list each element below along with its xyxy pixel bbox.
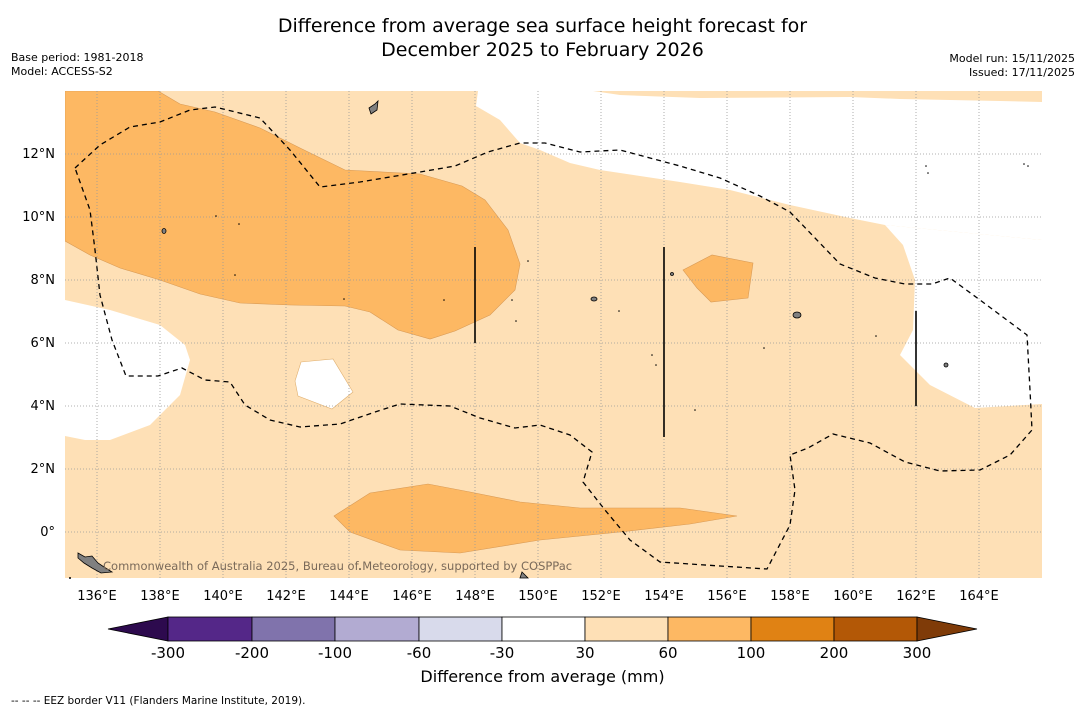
lon-label: 138°E <box>140 589 180 604</box>
colorbar-bin <box>833 616 918 642</box>
lon-label: 148°E <box>455 589 495 604</box>
lon-label: 150°E <box>518 589 558 604</box>
neutral-region-island <box>294 358 354 410</box>
colorbar-tick: -100 <box>318 644 352 662</box>
map-plot-area <box>65 91 1042 578</box>
lon-label: 162°E <box>896 589 936 604</box>
neutral-region-west <box>65 300 190 440</box>
tiny-islands <box>69 163 1029 579</box>
colorbar-bin <box>750 616 835 642</box>
title-line-2: December 2025 to February 2026 <box>381 39 704 61</box>
colorbar-tick: -200 <box>235 644 269 662</box>
anomaly-60-100-northwest <box>65 91 521 340</box>
lat-labels: 12°N 10°N 8°N 6°N 4°N 2°N 0° <box>22 147 55 540</box>
lon-label: 152°E <box>581 589 621 604</box>
model-name: Model: ACCESS-S2 <box>11 65 113 78</box>
colorbar-tick: 200 <box>820 644 849 662</box>
colorbar-low-extend <box>107 616 169 642</box>
eez-footnote: -- -- -- EEZ border V11 (Flanders Marine… <box>11 695 306 707</box>
colorbar-tick: 300 <box>903 644 932 662</box>
graticule <box>65 91 1042 578</box>
lon-label: 160°E <box>833 589 873 604</box>
neutral-region-north <box>476 91 1042 240</box>
colorbar-bin <box>418 616 503 642</box>
colorbar-tick: 60 <box>658 644 677 662</box>
colorbar-bin <box>334 616 420 642</box>
lon-label: 140°E <box>203 589 243 604</box>
colorbar-high-extend <box>916 616 978 642</box>
issued-date: Issued: 17/11/2025 <box>968 66 1075 79</box>
colorbar-bin <box>251 616 336 642</box>
colorbar <box>107 616 978 642</box>
lon-label: 156°E <box>707 589 747 604</box>
lat-label: 6°N <box>31 336 56 351</box>
lon-label: 142°E <box>266 589 306 604</box>
colorbar-ticks: -300 -200 -100 -60 -30 30 60 100 200 300 <box>151 644 931 662</box>
neutral-region-northeast <box>885 225 1042 408</box>
lon-label: 154°E <box>644 589 684 604</box>
map-title: Difference from average sea surface heig… <box>0 14 1085 62</box>
islands <box>77 99 949 579</box>
colorbar-tick: -60 <box>407 644 432 662</box>
colorbar-bin <box>584 616 669 642</box>
colorbar-title: Difference from average (mm) <box>420 667 665 686</box>
lat-label: 4°N <box>31 399 56 414</box>
anomaly-60-100-equatorial <box>333 483 738 554</box>
colorbar-tick: 100 <box>737 644 766 662</box>
model-run: Model run: 15/11/2025 <box>949 52 1075 65</box>
anomaly-60-100-center <box>682 254 754 303</box>
map-attribution: Commonwealth of Australia 2025, Bureau o… <box>103 559 572 573</box>
colorbar-tick: 30 <box>575 644 594 662</box>
meta-right: Model run: 15/11/2025 Issued: 17/11/2025 <box>949 52 1075 80</box>
lat-label: 8°N <box>31 273 56 288</box>
lat-label: 0° <box>40 525 55 540</box>
base-period: Base period: 1981-2018 <box>11 51 144 64</box>
meta-left: Base period: 1981-2018 Model: ACCESS-S2 <box>11 51 143 79</box>
lon-label: 146°E <box>392 589 432 604</box>
colorbar-bin <box>501 616 586 642</box>
lon-label: 144°E <box>329 589 369 604</box>
lon-label: 136°E <box>77 589 117 604</box>
colorbar-bin <box>167 616 253 642</box>
lon-label: 164°E <box>959 589 999 604</box>
colorbar-tick: -300 <box>151 644 185 662</box>
colorbar-bin <box>667 616 752 642</box>
lat-label: 2°N <box>31 462 56 477</box>
lat-label: 12°N <box>22 147 55 162</box>
lon-labels: 136°E 138°E 140°E 142°E 144°E 146°E 148°… <box>77 589 999 604</box>
title-line-1: Difference from average sea surface heig… <box>277 15 808 37</box>
colorbar-tick: -30 <box>490 644 515 662</box>
lat-label: 10°N <box>22 210 55 225</box>
lon-label: 158°E <box>770 589 810 604</box>
